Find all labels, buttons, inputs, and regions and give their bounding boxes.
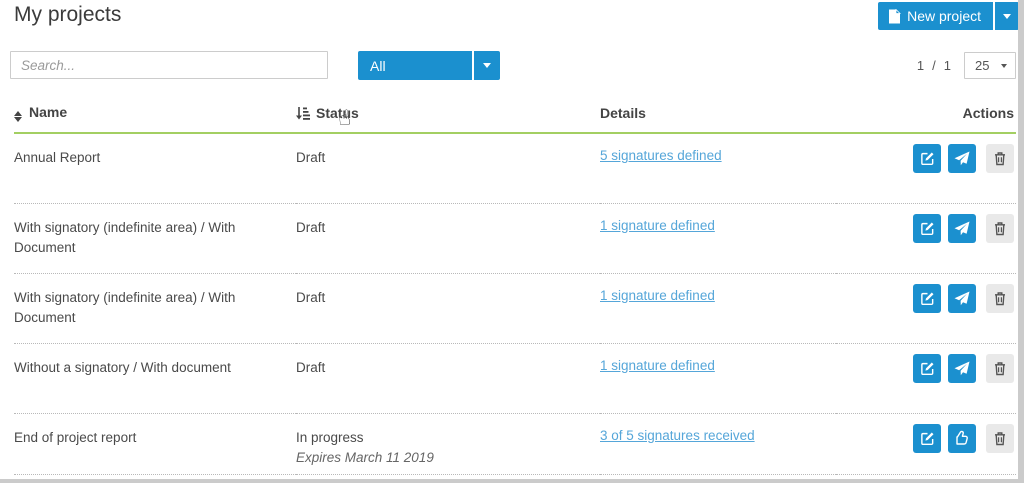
select-caret-icon	[1001, 63, 1007, 68]
chevron-down-icon	[1003, 13, 1011, 19]
project-status: Draft	[296, 133, 600, 204]
page-separator: /	[932, 58, 936, 73]
project-status: Draft	[296, 203, 600, 274]
trash-icon	[995, 152, 1005, 166]
page-title: My projects	[14, 3, 122, 26]
sort-both-icon	[14, 111, 22, 122]
edit-icon	[920, 152, 933, 166]
trash-icon	[995, 221, 1005, 235]
project-status: Draft	[296, 273, 600, 344]
project-name: With signatory (indefinite area) / With …	[14, 273, 296, 344]
send-button[interactable]	[948, 213, 976, 243]
new-project-dropdown-button[interactable]	[995, 2, 1019, 30]
signatures-link[interactable]: 1 signature defined	[600, 357, 715, 373]
delete-button[interactable]	[986, 144, 1014, 173]
edit-button[interactable]	[913, 353, 941, 383]
trash-icon	[995, 431, 1005, 445]
new-project-label: New project	[907, 8, 981, 24]
page-size-select[interactable]: 25	[964, 52, 1016, 79]
delete-button[interactable]	[986, 283, 1014, 313]
project-name: End of project report	[14, 413, 296, 475]
new-project-button[interactable]: New project	[878, 2, 993, 30]
viewport-edge	[1018, 0, 1024, 483]
column-header-actions: Actions	[836, 98, 1016, 134]
status-filter-dropdown: All	[358, 51, 500, 80]
column-header-status[interactable]: Status	[296, 98, 600, 134]
column-header-name[interactable]: Name	[14, 98, 296, 134]
trash-icon	[995, 361, 1005, 375]
page-size-value: 25	[975, 58, 990, 73]
project-name: Without a signatory / With document	[14, 343, 296, 414]
delete-button[interactable]	[986, 423, 1014, 453]
edit-icon	[920, 222, 933, 235]
edit-icon	[920, 362, 933, 375]
table-row: Annual Report Draft 5 signatures defined	[14, 133, 1016, 204]
project-name: With signatory (indefinite area) / With …	[14, 203, 296, 274]
signatures-link[interactable]: 3 of 5 signatures received	[600, 427, 755, 443]
trash-icon	[995, 291, 1005, 305]
viewport-edge	[0, 479, 1024, 483]
edit-button[interactable]	[913, 144, 941, 173]
table-row: With signatory (indefinite area) / With …	[14, 203, 1016, 274]
delete-button[interactable]	[986, 213, 1014, 243]
signatures-link[interactable]: 5 signatures defined	[600, 148, 722, 163]
project-expiry-note: Expires March 11 2019	[296, 450, 434, 466]
send-button[interactable]	[948, 283, 976, 313]
approve-button[interactable]	[948, 423, 976, 453]
status-filter-value-button[interactable]: All	[358, 51, 472, 80]
search-input[interactable]	[10, 51, 328, 79]
chevron-down-icon	[483, 63, 491, 68]
signatures-link[interactable]: 1 signature defined	[600, 287, 715, 303]
send-button[interactable]	[948, 144, 976, 173]
project-status: In progress	[296, 429, 364, 445]
delete-button[interactable]	[986, 353, 1014, 383]
edit-button[interactable]	[913, 283, 941, 313]
projects-table: Name Status Details Actions	[14, 98, 1016, 475]
pagination: 1 / 1 25	[917, 52, 1016, 79]
table-row: With signatory (indefinite area) / With …	[14, 273, 1016, 344]
project-status: Draft	[296, 343, 600, 414]
total-pages: 1	[943, 58, 951, 73]
send-icon	[954, 151, 970, 166]
column-header-details: Details	[600, 98, 836, 134]
edit-button[interactable]	[913, 213, 941, 243]
table-row: Without a signatory / With document Draf…	[14, 343, 1016, 414]
status-filter-selected: All	[370, 57, 386, 74]
edit-icon	[920, 432, 933, 445]
edit-button[interactable]	[913, 423, 941, 453]
page-indicator: 1 / 1	[917, 58, 951, 73]
project-name: Annual Report	[14, 133, 296, 204]
thumbs-up-icon	[956, 430, 968, 445]
send-icon	[954, 291, 970, 305]
send-icon	[954, 361, 970, 375]
new-document-icon	[889, 8, 902, 23]
edit-icon	[920, 292, 933, 305]
current-page: 1	[916, 58, 925, 73]
send-button[interactable]	[948, 353, 976, 383]
send-icon	[954, 221, 970, 235]
sort-amount-icon	[296, 107, 310, 120]
signatures-link[interactable]: 1 signature defined	[600, 217, 715, 233]
project-status-cell: In progress Expires March 11 2019	[296, 413, 600, 475]
table-row: End of project report In progress Expire…	[14, 413, 1016, 475]
new-project-split-button: New project	[878, 2, 1019, 30]
status-filter-caret-button[interactable]	[474, 51, 500, 80]
